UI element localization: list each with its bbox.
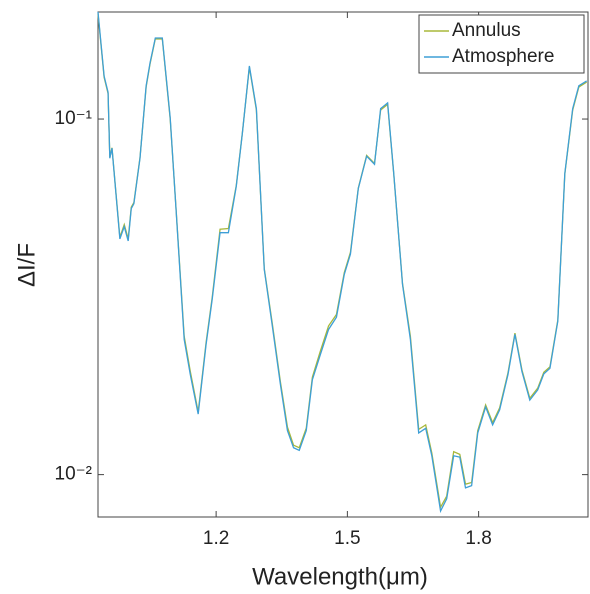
x-tick-label: 1.8 <box>465 528 491 549</box>
legend-label: Atmosphere <box>452 46 554 67</box>
y-tick-label: 10⁻² <box>55 464 93 485</box>
x-tick-label: 1.5 <box>334 528 360 549</box>
y-tick-label: 10⁻¹ <box>55 108 93 129</box>
y-axis-label: ΔI/F <box>13 243 40 287</box>
x-tick-label: 1.2 <box>203 528 229 549</box>
legend-box <box>418 14 585 74</box>
x-axis-label: Wavelength(μm) <box>252 563 428 590</box>
line-series <box>97 13 588 510</box>
line-series <box>97 11 588 514</box>
plot-frame <box>97 11 589 518</box>
legend-label: Annulus <box>452 20 521 41</box>
